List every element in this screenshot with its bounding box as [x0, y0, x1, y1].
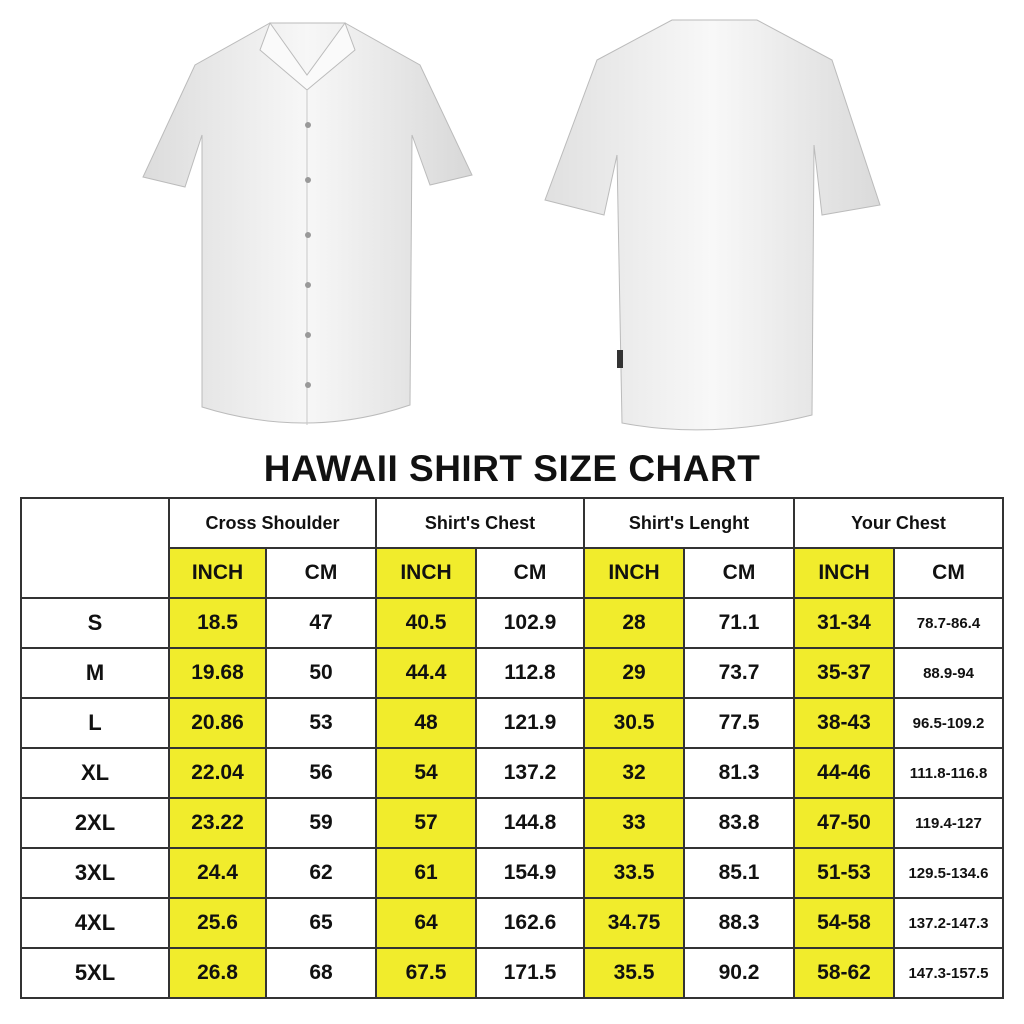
cm-cell: 121.9 [475, 697, 585, 749]
inch-cell: 47-50 [793, 797, 895, 849]
shirt-back-image [544, 19, 881, 431]
table-row: L 20.86 53 48 121.9 30.5 77.5 38-43 96.5-109.2 [20, 697, 1004, 749]
inch-cell: 44-46 [793, 747, 895, 799]
size-chart-title: HAWAII SHIRT SIZE CHART [263, 448, 761, 489]
cm-cell: 112.8 [475, 647, 585, 699]
inch-cell: 33.5 [583, 847, 685, 899]
group-header-row: Cross Shoulder Shirt's Chest Shirt's Lengh… [20, 497, 1004, 599]
cm-cell: 85.1 [683, 847, 795, 899]
table-row: 2XL 23.22 59 57 144.8 33 83.8 47-50 119.4-127 [20, 797, 1004, 849]
cm-cell: 53 [265, 697, 377, 749]
inch-cell: 67.5 [375, 947, 477, 999]
size-label: L [20, 697, 170, 749]
size-label: 3XL [20, 847, 170, 899]
inch-cell: 54-58 [793, 897, 895, 949]
inch-cell: 54 [375, 747, 477, 799]
cm-cell: 81.3 [683, 747, 795, 799]
inch-cell: 33 [583, 797, 685, 849]
cm-cell: 47 [265, 597, 377, 649]
inch-cell: 24.4 [168, 847, 267, 899]
cm-cell: 71.1 [683, 597, 795, 649]
cm-cell: 96.5-109.2 [893, 697, 1004, 749]
cm-cell: 59 [265, 797, 377, 849]
inch-cell: 26.8 [168, 947, 267, 999]
inch-cell: 44.4 [375, 647, 477, 699]
unit-header-inch: INCH [793, 547, 895, 599]
cm-cell: 65 [265, 897, 377, 949]
table-row: 3XL 24.4 62 61 154.9 33.5 85.1 51-53 129.5-134.6 [20, 847, 1004, 899]
group-header: Your Chest [793, 497, 1004, 549]
cm-cell: 90.2 [683, 947, 795, 999]
inch-cell: 34.75 [583, 897, 685, 949]
cm-cell: 144.8 [475, 797, 585, 849]
size-label: S [20, 597, 170, 649]
cm-cell: 129.5-134.6 [893, 847, 1004, 899]
unit-header-cm: CM [893, 547, 1004, 599]
cm-cell: 102.9 [475, 597, 585, 649]
cm-cell: 56 [265, 747, 377, 799]
inch-cell: 22.04 [168, 747, 267, 799]
shirt-front-image [142, 21, 473, 425]
size-label: 4XL [20, 897, 170, 949]
cm-cell: 154.9 [475, 847, 585, 899]
inch-cell: 48 [375, 697, 477, 749]
cm-cell: 68 [265, 947, 377, 999]
size-label: 5XL [20, 947, 170, 999]
inch-cell: 23.22 [168, 797, 267, 849]
inch-cell: 32 [583, 747, 685, 799]
unit-header-cm: CM [475, 547, 585, 599]
cm-cell: 78.7-86.4 [893, 597, 1004, 649]
group-header: Cross Shoulder [168, 497, 377, 549]
inch-cell: 30.5 [583, 697, 685, 749]
inch-cell: 20.86 [168, 697, 267, 749]
inch-cell: 18.5 [168, 597, 267, 649]
inch-cell: 40.5 [375, 597, 477, 649]
table-row: 5XL 26.8 68 67.5 171.5 35.5 90.2 58-62 147.3-157… [20, 947, 1004, 999]
unit-header-row: INCH CM INCH CM INCH CM INCH CM [21, 547, 1004, 599]
unit-header-inch: INCH [583, 547, 685, 599]
cm-cell: 162.6 [475, 897, 585, 949]
unit-header-cm: CM [683, 547, 795, 599]
unit-header-cm: CM [265, 547, 377, 599]
inch-cell: 19.68 [168, 647, 267, 699]
inch-cell: 28 [583, 597, 685, 649]
cm-cell: 73.7 [683, 647, 795, 699]
cm-cell: 111.8-116.8 [893, 747, 1004, 799]
size-chart-table: Cross Shoulder Shirt's Chest Shirt's Lengh… [20, 497, 1004, 999]
group-header: Shirt's Chest [375, 497, 585, 549]
unit-header-inch: INCH [168, 547, 267, 599]
inch-cell: 35-37 [793, 647, 895, 699]
size-label: XL [20, 747, 170, 799]
cm-cell: 62 [265, 847, 377, 899]
inch-cell: 31-34 [793, 597, 895, 649]
inch-cell: 64 [375, 897, 477, 949]
cm-cell: 119.4-127 [893, 797, 1004, 849]
inch-cell: 38-43 [793, 697, 895, 749]
size-label: 2XL [20, 797, 170, 849]
cm-cell: 77.5 [683, 697, 795, 749]
group-header: Shirt's Lenght [583, 497, 795, 549]
cm-cell: 147.3-157.5 [893, 947, 1004, 999]
inch-cell: 58-62 [793, 947, 895, 999]
cm-cell: 137.2-147.3 [893, 897, 1004, 949]
inch-cell: 51-53 [793, 847, 895, 899]
corner-cell [20, 497, 170, 599]
table-row: XL 22.04 56 54 137.2 32 81.3 44-46 111.8-116.8 [20, 747, 1004, 799]
cm-cell: 50 [265, 647, 377, 699]
cm-cell: 83.8 [683, 797, 795, 849]
unit-header-inch: INCH [375, 547, 477, 599]
cm-cell: 88.3 [683, 897, 795, 949]
inch-cell: 35.5 [583, 947, 685, 999]
cm-cell: 88.9-94 [893, 647, 1004, 699]
inch-cell: 57 [375, 797, 477, 849]
inch-cell: 61 [375, 847, 477, 899]
cm-cell: 137.2 [475, 747, 585, 799]
table-row: 4XL 25.6 65 64 162.6 34.75 88.3 54-58 137.2-147.… [20, 897, 1004, 949]
table-row: S 18.5 47 40.5 102.9 28 71.1 31-34 78.7-86.4 [20, 597, 1004, 649]
inch-cell: 25.6 [168, 897, 267, 949]
cm-cell: 171.5 [475, 947, 585, 999]
inch-cell: 29 [583, 647, 685, 699]
table-row: M 19.68 50 44.4 112.8 29 73.7 35-37 88.9-94 [20, 647, 1004, 699]
size-label: M [20, 647, 170, 699]
